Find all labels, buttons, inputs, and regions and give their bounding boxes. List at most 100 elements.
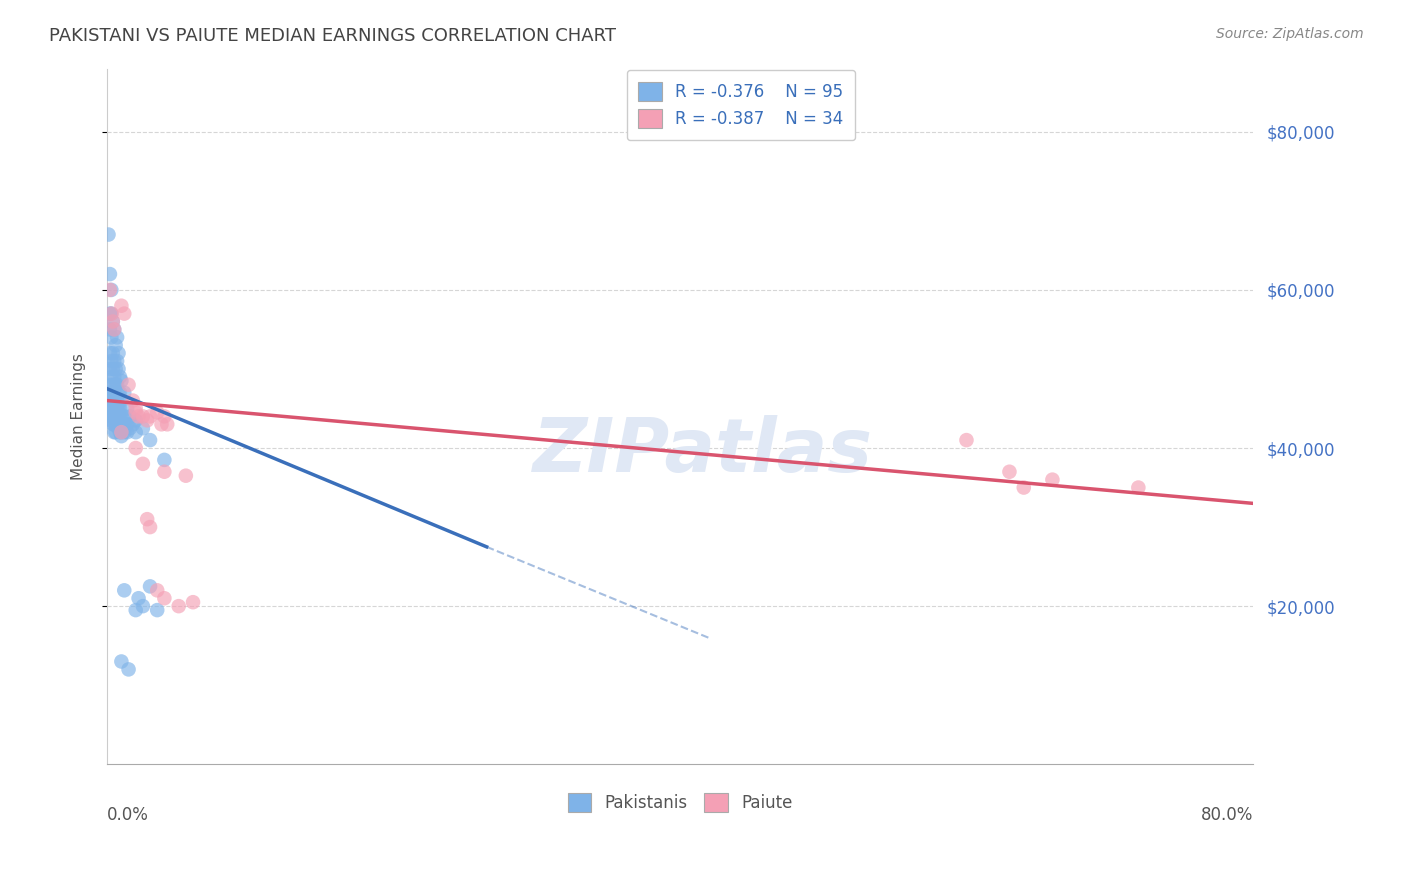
Point bbox=[139, 520, 162, 534]
Point bbox=[153, 591, 176, 606]
Text: PAKISTANI VS PAIUTE MEDIAN EARNINGS CORRELATION CHART: PAKISTANI VS PAIUTE MEDIAN EARNINGS CORR… bbox=[49, 27, 616, 45]
Point bbox=[107, 405, 129, 419]
Point bbox=[153, 453, 176, 467]
Point bbox=[98, 283, 121, 297]
Point bbox=[100, 330, 122, 344]
Point bbox=[107, 385, 129, 400]
Point bbox=[100, 413, 122, 427]
Point bbox=[98, 267, 121, 281]
Point bbox=[156, 417, 179, 432]
Point bbox=[104, 362, 127, 376]
Point bbox=[104, 377, 127, 392]
Point bbox=[98, 390, 121, 404]
Point bbox=[174, 468, 197, 483]
Point bbox=[139, 579, 162, 593]
Point bbox=[115, 425, 138, 440]
Point bbox=[112, 417, 135, 432]
Text: Source: ZipAtlas.com: Source: ZipAtlas.com bbox=[1216, 27, 1364, 41]
Point bbox=[100, 307, 122, 321]
Point bbox=[167, 599, 190, 614]
Point bbox=[98, 385, 121, 400]
Point bbox=[112, 409, 135, 424]
Point bbox=[100, 385, 122, 400]
Point bbox=[100, 393, 122, 408]
Point bbox=[125, 441, 148, 455]
Point bbox=[112, 307, 135, 321]
Point bbox=[110, 409, 132, 424]
Point bbox=[108, 409, 131, 424]
Point bbox=[101, 346, 124, 360]
Point bbox=[105, 354, 128, 368]
Point bbox=[153, 465, 176, 479]
Point bbox=[139, 409, 162, 424]
Point bbox=[125, 425, 148, 440]
Point bbox=[132, 409, 155, 424]
Point bbox=[98, 307, 121, 321]
Point bbox=[132, 421, 155, 435]
Point bbox=[103, 417, 125, 432]
Point bbox=[125, 603, 148, 617]
Point bbox=[100, 354, 122, 368]
Point bbox=[117, 377, 139, 392]
Point bbox=[98, 362, 121, 376]
Point bbox=[101, 409, 124, 424]
Point bbox=[955, 433, 977, 447]
Point bbox=[101, 393, 124, 408]
Point bbox=[105, 413, 128, 427]
Point bbox=[110, 655, 132, 669]
Point bbox=[110, 299, 132, 313]
Point bbox=[110, 425, 132, 440]
Point bbox=[105, 417, 128, 432]
Point bbox=[146, 603, 169, 617]
Point bbox=[107, 346, 129, 360]
Point bbox=[108, 369, 131, 384]
Point bbox=[105, 393, 128, 408]
Point bbox=[101, 401, 124, 416]
Point bbox=[107, 362, 129, 376]
Point bbox=[112, 385, 135, 400]
Point bbox=[121, 393, 143, 408]
Point bbox=[128, 409, 150, 424]
Point bbox=[110, 429, 132, 443]
Point bbox=[125, 413, 148, 427]
Point bbox=[103, 401, 125, 416]
Point bbox=[108, 425, 131, 440]
Point bbox=[98, 377, 121, 392]
Point bbox=[103, 322, 125, 336]
Point bbox=[103, 425, 125, 440]
Point bbox=[103, 393, 125, 408]
Point bbox=[117, 662, 139, 676]
Point bbox=[121, 417, 143, 432]
Point bbox=[105, 330, 128, 344]
Point bbox=[118, 421, 141, 435]
Point bbox=[100, 307, 122, 321]
Point bbox=[118, 409, 141, 424]
Point bbox=[101, 362, 124, 376]
Point bbox=[146, 405, 169, 419]
Point bbox=[110, 374, 132, 388]
Point bbox=[132, 599, 155, 614]
Point bbox=[101, 314, 124, 328]
Point bbox=[98, 346, 121, 360]
Point bbox=[100, 283, 122, 297]
Point bbox=[153, 409, 176, 424]
Point bbox=[103, 322, 125, 336]
Point bbox=[108, 401, 131, 416]
Point bbox=[105, 401, 128, 416]
Point bbox=[998, 465, 1021, 479]
Point bbox=[103, 354, 125, 368]
Point bbox=[136, 413, 159, 427]
Point bbox=[110, 425, 132, 440]
Point bbox=[110, 417, 132, 432]
Point bbox=[100, 369, 122, 384]
Point bbox=[150, 417, 173, 432]
Y-axis label: Median Earnings: Median Earnings bbox=[72, 353, 86, 480]
Point bbox=[103, 385, 125, 400]
Point bbox=[104, 338, 127, 352]
Point bbox=[112, 425, 135, 440]
Point bbox=[104, 390, 127, 404]
Point bbox=[97, 227, 120, 242]
Point bbox=[105, 409, 128, 424]
Point bbox=[1128, 481, 1150, 495]
Point bbox=[1012, 481, 1035, 495]
